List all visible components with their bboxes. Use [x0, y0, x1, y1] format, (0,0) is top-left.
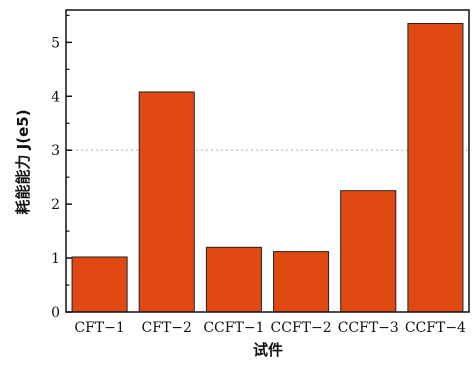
y-axis-title: 耗能能力 J(e5)	[14, 109, 32, 214]
y-tick-label: 2	[51, 197, 60, 213]
y-tick-label: 4	[51, 89, 60, 105]
x-tick-label: CCFT−3	[338, 320, 399, 336]
y-tick-label: 1	[51, 251, 60, 267]
y-tick-label: 3	[51, 143, 60, 159]
y-tick-label: 5	[51, 35, 60, 51]
y-axis-ticks: 0 1 2 3 4 5	[51, 14, 72, 321]
x-tick-label: CFT−2	[142, 320, 192, 336]
y-tick-label: 0	[51, 305, 60, 321]
x-axis-title: 试件	[253, 341, 283, 359]
x-tick-label: CCFT−4	[405, 320, 466, 336]
bar-CCFT−4	[407, 22, 464, 313]
x-tick-label: CCFT−2	[271, 320, 332, 336]
bar-CCFT−3	[340, 190, 397, 313]
bar-CFT−1	[71, 256, 128, 313]
x-tick-label: CFT−1	[74, 320, 124, 336]
plot-frame	[65, 9, 470, 313]
bar-CFT−2	[138, 91, 195, 313]
bars-layer	[71, 22, 464, 313]
bar-CCFT−1	[205, 246, 262, 313]
x-tick-label: CCFT−1	[203, 320, 264, 336]
x-axis-ticks: CFT−1 CFT−2 CCFT−1 CCFT−2 CCFT−3 CCFT−4	[74, 320, 466, 336]
bar-CCFT−2	[273, 251, 330, 313]
